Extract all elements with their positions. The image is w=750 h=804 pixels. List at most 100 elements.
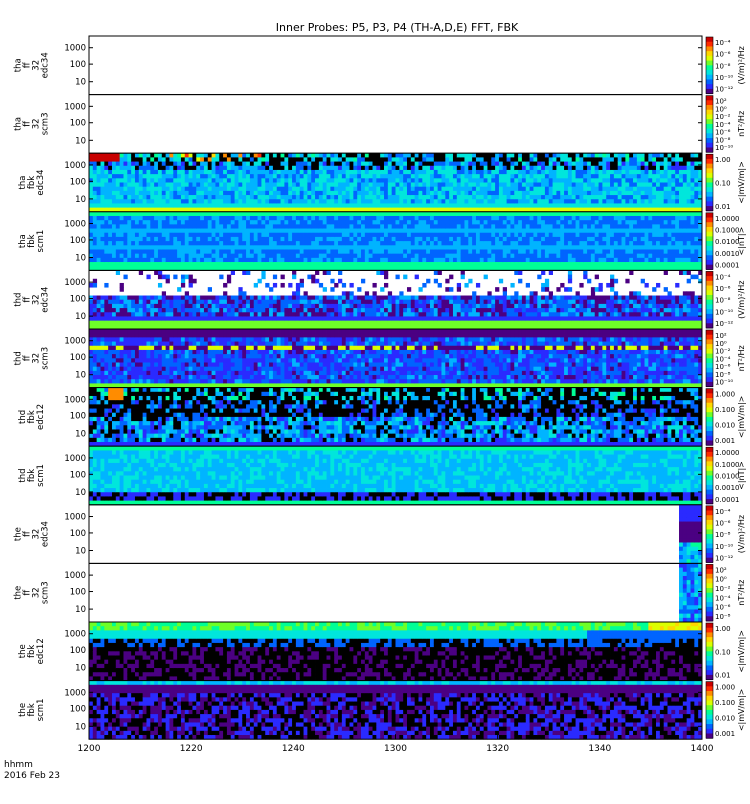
heatmap-cell: [204, 229, 208, 234]
heatmap-cell: [131, 258, 135, 263]
heatmap-cell: [330, 233, 334, 238]
heatmap-cell: [683, 258, 687, 263]
heatmap-cell: [660, 220, 664, 225]
heatmap-cell: [629, 195, 633, 200]
heatmap-cell: [595, 245, 599, 250]
heatmap-cell: [637, 249, 641, 254]
heatmap-cell: [273, 157, 277, 162]
heatmap-cell: [426, 212, 430, 217]
heatmap-cell: [602, 174, 606, 179]
heatmap-cell: [353, 174, 357, 179]
heatmap-cell: [250, 153, 254, 158]
heatmap-cell: [645, 245, 649, 250]
heatmap-cell: [399, 220, 403, 225]
heatmap-cell: [120, 174, 124, 179]
heatmap-cell: [545, 183, 549, 188]
heatmap-cell: [338, 187, 342, 192]
heatmap-cell: [430, 233, 434, 238]
heatmap-cell: [235, 195, 239, 200]
heatmap-cell: [292, 249, 296, 254]
heatmap-cell: [185, 153, 189, 158]
heatmap-cell: [323, 249, 327, 254]
heatmap-cell: [231, 216, 235, 221]
heatmap-cell: [610, 157, 614, 162]
heatmap-cell: [503, 216, 507, 221]
heatmap-cell: [269, 229, 273, 234]
heatmap-cell: [231, 203, 235, 208]
heatmap-cell: [269, 212, 273, 217]
heatmap-cell: [116, 312, 120, 317]
heatmap-cell: [158, 191, 162, 196]
heatmap-cell: [181, 224, 185, 229]
heatmap-cell: [622, 178, 626, 183]
heatmap-cell: [273, 229, 277, 234]
heatmap-cell: [135, 195, 139, 200]
heatmap-cell: [177, 174, 181, 179]
heatmap-cell: [89, 237, 93, 242]
heatmap-cell: [430, 220, 434, 225]
heatmap-cell: [323, 183, 327, 188]
heatmap-cell: [166, 153, 170, 158]
heatmap-cell: [139, 249, 143, 254]
heatmap-cell: [430, 195, 434, 200]
heatmap-cell: [392, 187, 396, 192]
heatmap-cell: [185, 166, 189, 171]
heatmap-cell: [468, 237, 472, 242]
heatmap-cell: [399, 262, 403, 267]
heatmap-cell: [89, 187, 93, 192]
heatmap-cell: [185, 300, 189, 305]
heatmap-cell: [292, 220, 296, 225]
heatmap-cell: [572, 162, 576, 167]
heatmap-cell: [606, 220, 610, 225]
heatmap-cell: [116, 241, 120, 246]
heatmap-cell: [120, 258, 124, 263]
heatmap-cell: [595, 216, 599, 221]
heatmap-cell: [162, 312, 166, 317]
heatmap-cell: [464, 195, 468, 200]
heatmap-cell: [415, 187, 419, 192]
heatmap-cell: [668, 212, 672, 217]
heatmap-cell: [384, 178, 388, 183]
heatmap-cell: [441, 216, 445, 221]
heatmap-cell: [691, 237, 695, 242]
heatmap-cell: [422, 216, 426, 221]
heatmap-cell: [484, 174, 488, 179]
heatmap-cell: [660, 258, 664, 263]
heatmap-cell: [215, 178, 219, 183]
heatmap-cell: [185, 162, 189, 167]
heatmap-cell: [422, 191, 426, 196]
heatmap-cell: [556, 249, 560, 254]
heatmap-cell: [112, 191, 116, 196]
heatmap-cell: [311, 237, 315, 242]
heatmap-cell: [403, 258, 407, 263]
heatmap-cell: [330, 191, 334, 196]
heatmap-cell: [537, 262, 541, 267]
heatmap-cell: [480, 224, 484, 229]
heatmap-cell: [204, 237, 208, 242]
heatmap-cell: [281, 233, 285, 238]
heatmap-cell: [338, 241, 342, 246]
heatmap-cell: [192, 245, 196, 250]
heatmap-cell: [514, 195, 518, 200]
heatmap-cell: [288, 191, 292, 196]
heatmap-cell: [530, 249, 534, 254]
heatmap-cell: [127, 308, 131, 313]
colorbar-tick-label: 0.1000: [715, 226, 740, 234]
heatmap-cell: [445, 178, 449, 183]
heatmap-cell: [200, 229, 204, 234]
heatmap-cell: [108, 304, 112, 309]
heatmap-cell: [668, 241, 672, 246]
heatmap-cell: [116, 162, 120, 167]
heatmap-cell: [668, 229, 672, 234]
heatmap-cell: [610, 195, 614, 200]
heatmap-cell: [346, 249, 350, 254]
heatmap-cell: [648, 249, 652, 254]
heatmap-cell: [219, 249, 223, 254]
heatmap-cell: [625, 174, 629, 179]
heatmap-cell: [648, 187, 652, 192]
heatmap-cell: [258, 233, 262, 238]
heatmap-cell: [242, 216, 246, 221]
heatmap-cell: [679, 178, 683, 183]
heatmap-cell: [204, 216, 208, 221]
heatmap-cell: [461, 178, 465, 183]
